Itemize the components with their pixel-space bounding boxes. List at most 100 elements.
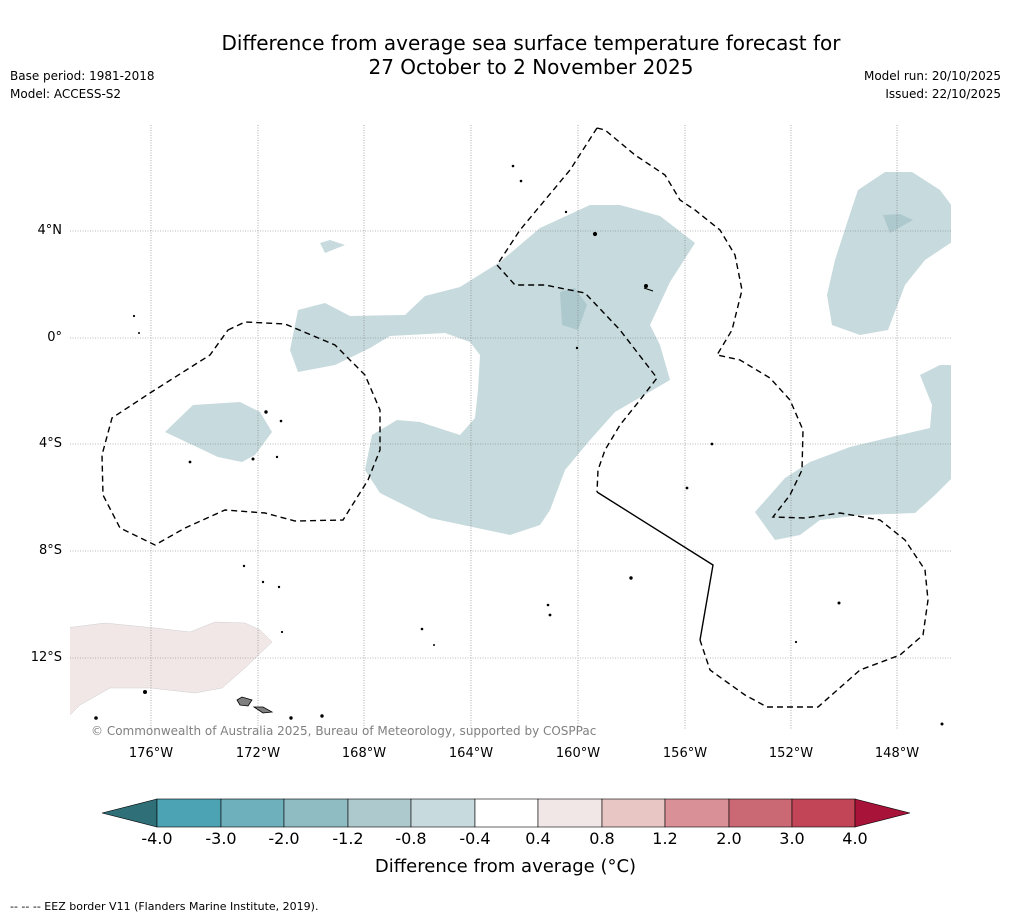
colorbar-tick-label: 0.4: [525, 829, 551, 848]
islands: [94, 164, 944, 735]
colorbar-bin: [410, 798, 476, 828]
island: [629, 576, 633, 580]
cool-anomaly-region-darker: [560, 288, 587, 330]
lon-label: 152°W: [768, 746, 814, 761]
island: [236, 696, 253, 707]
colorbar-tick-label: -2.0: [268, 829, 300, 848]
cool-anomaly-region-small: [320, 240, 345, 253]
island: [710, 442, 714, 446]
colorbar-tick-label: -0.4: [459, 829, 491, 848]
colorbar-tick-label: 4.0: [842, 829, 868, 848]
island: [643, 287, 654, 292]
lat-label: 12°S: [30, 650, 62, 665]
graticule: [70, 125, 951, 730]
island: [511, 164, 515, 168]
colorbar-bin: [537, 798, 603, 828]
island: [252, 706, 274, 714]
colorbar-title: Difference from average (°C): [374, 856, 637, 877]
colorbar-bin: [474, 798, 539, 828]
colorbar-bin: [601, 798, 666, 828]
island: [420, 627, 424, 631]
island: [940, 722, 944, 726]
cool-anomaly-region-northeast-darker: [883, 214, 913, 233]
cool-anomaly-region-west: [165, 402, 272, 462]
island: [794, 640, 798, 644]
island: [275, 455, 279, 459]
eez-border-west: [101, 321, 381, 546]
island: [251, 457, 255, 461]
colorbar-tick-label: -4.0: [141, 829, 173, 848]
eez-borders: [101, 127, 929, 708]
colorbar-tick-label: -3.0: [205, 829, 237, 848]
island: [279, 419, 283, 423]
meta-right: Model run: 20/10/2025 Issued: 22/10/2025: [864, 67, 1001, 103]
colorbar-tick-label: -0.8: [395, 829, 427, 848]
island: [837, 601, 841, 605]
colorbar-bin: [220, 798, 285, 828]
cool-anomaly-region-east: [755, 365, 951, 540]
island: [143, 690, 147, 694]
island: [264, 410, 268, 414]
cool-anomaly-region-central: [290, 205, 695, 535]
island: [132, 314, 136, 318]
colorbar-bin: [664, 798, 730, 828]
colorbar-bin: [347, 798, 412, 828]
colorbar-under: [101, 798, 158, 828]
island: [548, 613, 552, 617]
base-period: Base period: 1981-2018: [10, 69, 155, 83]
colorbar-bin: [791, 798, 856, 828]
eez-border-inner: [496, 127, 658, 493]
warm-anomaly-region-southwest: [70, 621, 273, 716]
island: [280, 630, 284, 634]
colorbar-tick-label: 1.2: [652, 829, 678, 848]
island: [592, 231, 598, 237]
colorbar-bin: [283, 798, 349, 828]
colorbar: [101, 798, 911, 828]
lon-label: 164°W: [448, 746, 494, 761]
eez-border-solid: [596, 491, 714, 641]
island: [519, 179, 523, 183]
meta-left: Base period: 1981-2018 Model: ACCESS-S2: [10, 67, 155, 103]
island: [564, 210, 568, 214]
island: [261, 580, 265, 584]
model-run: Model run: 20/10/2025: [863, 69, 1001, 83]
lon-label: 168°W: [341, 746, 387, 761]
copyright-notice: © Commonwealth of Australia 2025, Bureau…: [91, 724, 597, 738]
island: [242, 564, 246, 568]
lat-label: 4°N: [37, 223, 63, 238]
eez-legend-note: -- -- -- EEZ border V11 (Flanders Marine…: [10, 900, 319, 913]
title-line-2: 27 October to 2 November 2025: [368, 55, 694, 79]
island: [879, 733, 881, 735]
lat-label: 0°: [47, 330, 62, 345]
colorbar-bin: [728, 798, 793, 828]
island: [575, 346, 579, 350]
island: [320, 714, 324, 718]
colorbar-tick-label: 3.0: [779, 829, 805, 848]
lon-label: 176°W: [128, 746, 174, 761]
lon-label: 172°W: [235, 746, 281, 761]
lat-label: 4°S: [38, 436, 62, 451]
lon-label: 160°W: [555, 746, 601, 761]
island: [277, 585, 281, 589]
colorbar-tick-label: -1.2: [332, 829, 364, 848]
title-line-1: Difference from average sea surface temp…: [221, 31, 841, 55]
colorbar-tick-label: 0.8: [589, 829, 615, 848]
island: [433, 644, 435, 646]
issued-date: Issued: 22/10/2025: [885, 87, 1001, 101]
colorbar-bin: [156, 798, 222, 828]
island: [138, 332, 140, 334]
map-area: [70, 125, 951, 735]
island: [289, 716, 293, 720]
colorbar-over: [854, 798, 911, 828]
island: [188, 460, 192, 464]
island: [94, 716, 98, 720]
model-name: Model: ACCESS-S2: [10, 87, 122, 101]
eez-border-central: [596, 127, 929, 708]
island: [685, 486, 689, 490]
lat-label: 8°S: [38, 543, 62, 558]
island: [546, 603, 550, 607]
lon-label: 148°W: [874, 746, 920, 761]
lon-label: 156°W: [662, 746, 708, 761]
island: [644, 284, 648, 288]
